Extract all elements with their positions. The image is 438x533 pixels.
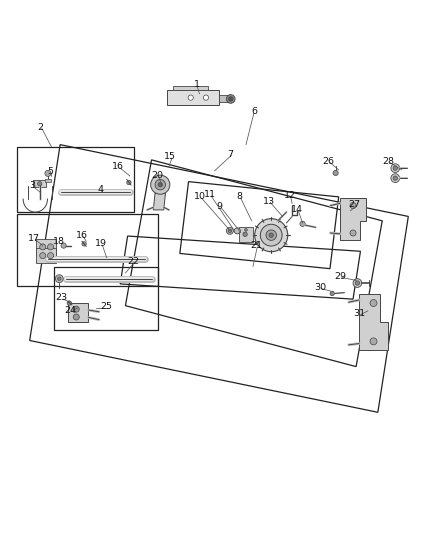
Text: 21: 21	[250, 241, 262, 250]
Text: 22: 22	[127, 257, 139, 266]
Circle shape	[158, 182, 162, 187]
Text: 2: 2	[38, 123, 43, 132]
Circle shape	[300, 221, 305, 227]
Text: 1: 1	[194, 80, 200, 89]
Circle shape	[151, 175, 170, 194]
Text: 19: 19	[95, 239, 106, 248]
Text: 23: 23	[55, 293, 67, 302]
Polygon shape	[167, 90, 219, 106]
Circle shape	[82, 241, 86, 246]
Text: 3: 3	[30, 181, 36, 190]
Circle shape	[226, 228, 233, 235]
Text: 13: 13	[262, 197, 275, 206]
Text: 15: 15	[164, 152, 176, 161]
Text: 28: 28	[382, 157, 394, 166]
Circle shape	[333, 171, 338, 175]
Text: 31: 31	[353, 309, 365, 318]
Text: 16: 16	[76, 231, 88, 240]
Circle shape	[393, 166, 397, 171]
Text: 27: 27	[349, 200, 361, 209]
Circle shape	[55, 275, 63, 282]
Circle shape	[393, 176, 397, 180]
Polygon shape	[219, 95, 230, 102]
Circle shape	[203, 95, 208, 100]
Circle shape	[57, 277, 61, 280]
Text: 25: 25	[100, 302, 112, 311]
Circle shape	[155, 180, 166, 190]
Circle shape	[350, 203, 356, 208]
Text: 9: 9	[217, 202, 223, 211]
Circle shape	[269, 233, 273, 237]
Circle shape	[370, 338, 377, 345]
Circle shape	[38, 182, 42, 186]
Circle shape	[234, 228, 240, 234]
Circle shape	[350, 230, 356, 236]
Text: 24: 24	[64, 305, 76, 314]
Circle shape	[229, 97, 233, 101]
Polygon shape	[239, 228, 253, 241]
Text: 6: 6	[252, 108, 258, 117]
Text: 18: 18	[53, 237, 65, 246]
Text: 7: 7	[227, 150, 233, 159]
Text: 10: 10	[194, 192, 206, 201]
Text: 26: 26	[323, 157, 335, 166]
Circle shape	[370, 300, 377, 306]
Circle shape	[73, 314, 79, 320]
Circle shape	[127, 180, 131, 184]
Circle shape	[226, 94, 235, 103]
Text: 16: 16	[112, 162, 124, 171]
Circle shape	[45, 171, 51, 176]
Circle shape	[40, 253, 46, 259]
Polygon shape	[359, 294, 388, 350]
Polygon shape	[68, 303, 88, 322]
Circle shape	[355, 281, 360, 285]
Circle shape	[243, 232, 247, 237]
Bar	[45, 179, 51, 182]
Circle shape	[61, 243, 66, 248]
Text: 20: 20	[151, 172, 163, 181]
Circle shape	[47, 253, 53, 259]
Circle shape	[67, 301, 71, 305]
Circle shape	[47, 244, 53, 250]
Text: 12: 12	[283, 191, 296, 200]
Text: 29: 29	[334, 272, 346, 280]
Text: 4: 4	[98, 184, 104, 193]
Text: 8: 8	[237, 192, 243, 201]
Polygon shape	[36, 239, 56, 255]
Polygon shape	[36, 248, 56, 263]
Text: 5: 5	[47, 167, 53, 176]
Polygon shape	[173, 86, 208, 90]
Circle shape	[254, 219, 288, 252]
Text: 14: 14	[290, 205, 303, 214]
Circle shape	[353, 279, 362, 287]
Polygon shape	[340, 198, 366, 240]
Circle shape	[73, 306, 79, 312]
Circle shape	[188, 95, 193, 100]
Circle shape	[260, 224, 282, 246]
Polygon shape	[153, 193, 166, 210]
Text: 11: 11	[203, 190, 215, 199]
Polygon shape	[33, 180, 46, 187]
Text: 30: 30	[314, 283, 326, 292]
Circle shape	[330, 292, 334, 296]
Circle shape	[245, 229, 247, 231]
Circle shape	[228, 229, 232, 232]
Text: 17: 17	[28, 233, 40, 243]
Circle shape	[391, 174, 399, 182]
Circle shape	[266, 230, 276, 240]
Circle shape	[40, 244, 46, 250]
Circle shape	[391, 164, 399, 173]
